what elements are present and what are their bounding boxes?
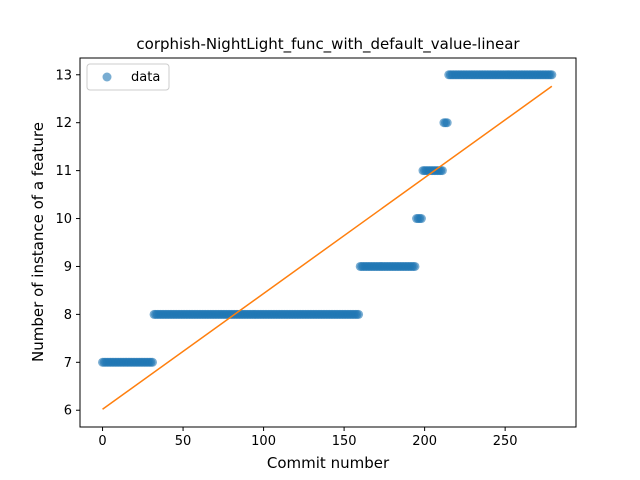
x-axis-label: Commit number — [267, 454, 390, 472]
y-tick-label: 11 — [55, 164, 72, 179]
data-point — [547, 70, 557, 80]
chart-title: corphish-NightLight_func_with_default_va… — [136, 35, 520, 54]
data-point — [147, 357, 157, 367]
legend-label-data: data — [131, 70, 160, 85]
x-tick-label: 50 — [175, 434, 192, 449]
data-point — [416, 214, 426, 224]
fit-line-group — [102, 85, 553, 410]
y-tick-label: 13 — [55, 68, 72, 83]
data-point — [410, 261, 420, 271]
y-tick-label: 10 — [55, 212, 72, 227]
data-point — [442, 118, 452, 128]
y-tick-label: 6 — [64, 404, 72, 419]
fit-line — [102, 85, 553, 410]
data-point — [437, 166, 447, 176]
x-tick-label: 0 — [98, 434, 106, 449]
legend-marker-data — [102, 72, 112, 82]
y-axis-label: Number of instance of a feature — [29, 122, 47, 362]
x-ticks: 0 50 100 150 200 250 — [98, 427, 518, 449]
data-point — [354, 309, 364, 319]
plot-frame — [79, 57, 577, 428]
y-ticks: 6 7 8 9 10 11 12 13 — [55, 68, 80, 419]
legend: data — [86, 63, 170, 91]
legend-box — [86, 63, 170, 91]
y-tick-label: 7 — [64, 356, 72, 371]
y-tick-label: 9 — [64, 260, 72, 275]
x-tick-label: 100 — [251, 434, 276, 449]
y-tick-label: 12 — [55, 116, 72, 131]
x-tick-label: 250 — [493, 434, 518, 449]
x-tick-label: 150 — [332, 434, 357, 449]
y-tick-label: 8 — [64, 308, 72, 323]
x-tick-label: 200 — [412, 434, 437, 449]
